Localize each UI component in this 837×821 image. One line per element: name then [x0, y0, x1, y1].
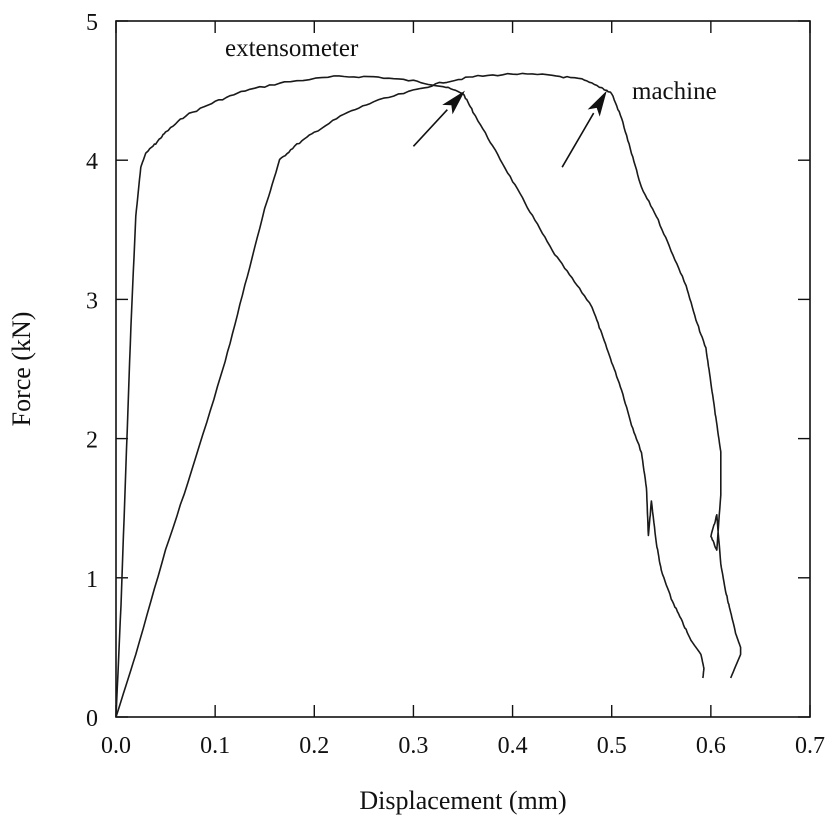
x-tick-label: 0.2	[299, 733, 329, 759]
plot-frame	[115, 20, 811, 718]
axis-tick-labels: 0.0 0.1 0.2 0.3 0.4 0.5 0.6 0.7 0 1 2 3 4 5	[86, 10, 825, 759]
arrow-head	[442, 90, 465, 115]
series-layer	[115, 72, 742, 718]
y-tick-label: 4	[86, 149, 98, 175]
arrow-layer	[412, 90, 607, 168]
x-axis-title: Displacement (mm)	[359, 786, 566, 815]
annotation-extensometer: extensometer	[225, 35, 359, 62]
x-tick-label: 0.7	[795, 733, 825, 759]
x-tick-label: 0.6	[696, 733, 726, 759]
y-tick-label: 0	[86, 706, 98, 732]
y-tick-label: 2	[86, 428, 98, 454]
arrow-head	[587, 90, 607, 117]
y-tick-label: 5	[86, 10, 98, 36]
y-axis-title: Force (kN)	[7, 312, 36, 427]
x-tick-label: 0.0	[101, 733, 131, 759]
series-line-machine	[115, 72, 742, 718]
x-tick-label: 0.3	[398, 733, 428, 759]
axis-ticks	[115, 20, 811, 718]
x-tick-label: 0.5	[597, 733, 627, 759]
arrow-shaft	[561, 112, 595, 168]
x-tick-label: 0.4	[498, 733, 528, 759]
annotation-machine: machine	[632, 78, 717, 105]
y-tick-label: 1	[86, 567, 98, 593]
x-tick-label: 0.1	[200, 733, 230, 759]
series-line-extensometer	[115, 75, 705, 718]
arrow-shaft	[412, 109, 448, 147]
y-tick-label: 3	[86, 288, 98, 314]
